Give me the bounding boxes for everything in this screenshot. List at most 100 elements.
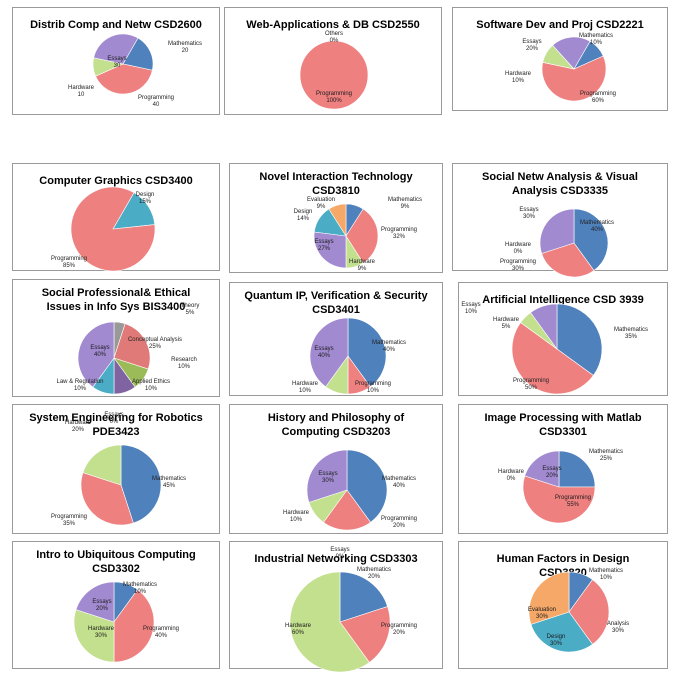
slice-label-essays: Essays 40%: [314, 346, 333, 360]
slice-label-name: Hardware: [67, 85, 95, 91]
slice-label-name: Hardware: [504, 71, 532, 77]
slice-label-value: 10%: [589, 40, 603, 46]
slice-label-programming: Programming 30%: [500, 259, 536, 273]
slice-label-value: 5%: [185, 310, 195, 316]
slice-label-essays: Essays 0%: [330, 547, 349, 561]
slice-label-hardware: Hardware 5%: [493, 317, 519, 331]
chart-card: Quantum IP, Verification & Security CSD3…: [229, 282, 443, 396]
chart-title: Intro to Ubiquitous Computing CSD3302: [36, 549, 196, 575]
slice-label-value: 35%: [624, 334, 638, 340]
slice-label-essays: Essays 0%: [104, 412, 123, 426]
slice-label-name: Programming: [137, 95, 175, 101]
slice-label-name: Theory: [180, 303, 200, 309]
slice-label-name: Essays: [107, 56, 127, 62]
pie-slice-programming: [541, 55, 607, 102]
slice-label-value: 30%: [549, 641, 562, 647]
slice-label-hardware: Hardware 0%: [498, 469, 524, 483]
slice-label-analysis: Analysis 30%: [607, 621, 629, 635]
pie-slice-mathematics: [556, 303, 603, 376]
chart-title: Industrial Networking CSD3303: [254, 553, 418, 565]
pie-chart: [541, 36, 607, 102]
slice-label-name: Hardware: [504, 242, 532, 248]
chart-card: History and Philosophy of Computing CSD3…: [229, 404, 443, 534]
slice-label-value: 50%: [524, 385, 538, 391]
pie-slice-programming: [80, 472, 134, 526]
pie-chart: [299, 40, 369, 110]
pie-slice-programming: [511, 322, 594, 395]
pie-slice-essays: [77, 321, 115, 388]
pie-slice-mathematics: [347, 317, 387, 388]
slice-label-value: 32%: [392, 234, 406, 240]
slice-label-mathematics: Mathematics 9%: [388, 197, 422, 211]
slice-label-mathematics: Mathematics 10%: [123, 582, 157, 596]
pie-chart: [539, 208, 609, 278]
chart-card: Human Factors in Design CSD3820Mathemati…: [458, 541, 668, 669]
slice-label-essays: Essays 20%: [542, 466, 561, 480]
chart-card: Novel Interaction Technology CSD3810 Math…: [229, 163, 443, 273]
slice-label-value: 85%: [62, 263, 76, 269]
pie-slice-hardware: [289, 571, 370, 673]
pie-slice-conceptual-analysis: [113, 323, 151, 370]
slice-label-name: Design: [293, 209, 313, 215]
slice-label-essays: Essays 30%: [318, 471, 337, 485]
slice-label-conceptual-analysis: Conceptual Analysis 25%: [128, 337, 182, 351]
slice-label-hardware: Hardware 30%: [88, 626, 114, 640]
slice-label-name: Mathematics: [381, 476, 417, 482]
slice-label-name: Analysis: [606, 621, 630, 627]
slice-label-mathematics: Mathematics 40%: [382, 476, 416, 490]
slice-label-name: Others: [324, 31, 344, 37]
slice-label-programming: Programming 60%: [580, 91, 616, 105]
slice-label-value: 10%: [144, 386, 157, 392]
slice-label-value: 40%: [317, 353, 330, 359]
slice-label-mathematics: Mathematics 20: [168, 41, 202, 55]
pie-slice-essays: [306, 449, 348, 503]
slice-label-mathematics: Mathematics 35%: [614, 327, 648, 341]
chart-card: Web-Applications & DB CSD2550 Programming…: [224, 7, 442, 115]
slice-label-name: Hardware: [497, 469, 525, 475]
slice-label-value: 10%: [133, 589, 147, 595]
chart-card: Artificial Intelligence CSD 3939 Mathemat…: [458, 282, 668, 396]
chart-title: Quantum IP, Verification & Security CSD3…: [244, 290, 428, 316]
slice-label-hardware: Hardware 9%: [349, 259, 375, 273]
slice-label-value: 10%: [289, 517, 303, 523]
slice-label-mathematics: Mathematics 25%: [589, 449, 623, 463]
slice-label-essays: Essays 40%: [90, 345, 109, 359]
slice-label-value: 30: [113, 63, 121, 69]
slice-label-research: Research 10%: [171, 357, 197, 371]
chart-card: Social Netw Analysis & Visual Analysis C…: [452, 163, 668, 278]
slice-label-value: 40%: [93, 352, 106, 358]
slice-label-value: 0%: [335, 554, 345, 560]
slice-label-hardware: Hardware 20%: [65, 420, 91, 434]
chart-title: History and Philosophy of Computing CSD3…: [267, 412, 405, 438]
slice-label-name: Research: [171, 357, 197, 363]
chart-card: Industrial Networking CSD3303 Mathematics…: [229, 541, 443, 673]
pie-slice-essays: [75, 581, 115, 623]
slice-label-value: 30%: [522, 214, 535, 220]
chart-card: System Engineering for Robotics PDE3423 M…: [12, 404, 220, 534]
slice-label-mathematics: Mathematics 45%: [152, 476, 186, 490]
chart-card: Distrib Comp and Netw CSD2600 Mathematics…: [12, 7, 220, 115]
pie-slice-mathematics: [339, 571, 388, 623]
slice-label-name: Essays: [314, 239, 334, 245]
slice-label-name: Programming: [554, 495, 592, 501]
pie-chart: [77, 321, 151, 395]
slice-label-value: 55%: [566, 502, 580, 508]
pie-slice-programming: [522, 475, 596, 524]
slice-label-name: Design: [135, 192, 155, 198]
pie-slice-essays: [530, 303, 558, 350]
slice-label-value: 100%: [326, 98, 342, 104]
slice-label-hardware: Hardware 60%: [285, 623, 311, 637]
slice-label-name: Essays: [90, 345, 110, 351]
slice-label-value: 45%: [162, 483, 176, 489]
slice-label-mathematics: Mathematics 40%: [580, 220, 614, 234]
slice-label-name: Programming: [579, 91, 617, 97]
pie-chart: [528, 571, 610, 653]
slice-label-law-regulation: Law & Regulation 10%: [56, 379, 103, 393]
pie-slice-mathematics: [122, 37, 154, 71]
slice-label-name: Mathematics: [387, 197, 423, 203]
slice-label-value: 0%: [109, 419, 119, 425]
slice-label-value: 20%: [525, 46, 538, 52]
chart-card: Image Processing with Matlab CSD3301 Math…: [458, 404, 668, 534]
slice-label-name: Programming: [512, 378, 550, 384]
pie-slice-evaluation: [328, 203, 347, 238]
